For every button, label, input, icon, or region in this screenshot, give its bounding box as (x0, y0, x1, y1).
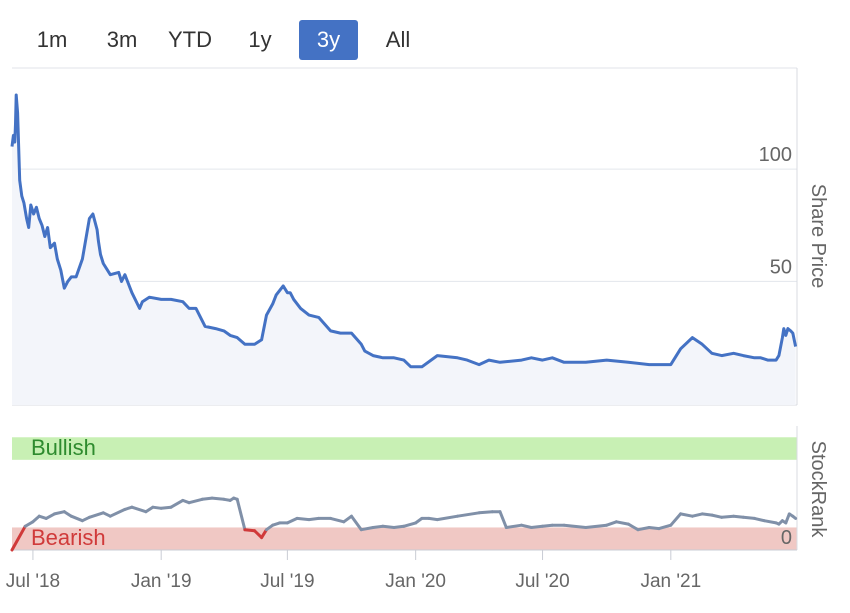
stockrank-segment (657, 523, 673, 531)
stockrank-segment (741, 515, 756, 520)
stockrank-segment (69, 514, 84, 523)
stockrank-segment (435, 514, 459, 522)
stockrank-segment (307, 516, 321, 522)
range-button-3y[interactable]: 3y (299, 20, 358, 60)
x-tick-label: Jan '20 (385, 571, 446, 592)
bearish-band-label: Bearish (31, 525, 106, 550)
stockrank-segment (605, 520, 618, 527)
stockrank-axis-label: StockRank (807, 441, 829, 539)
stockrank-segment (669, 512, 683, 527)
stockrank-tick-label: 0 (781, 527, 792, 549)
stockrank-segment (456, 511, 481, 518)
stockrank-segment (647, 526, 661, 531)
stockrank-segment (498, 510, 508, 529)
x-tick-label: Jul '18 (6, 571, 60, 592)
stockrank-segment (10, 524, 27, 552)
x-tick-label: Jul '20 (515, 571, 569, 592)
stockrank-segment (392, 524, 406, 529)
stockrank-segment (562, 523, 588, 529)
stockrank-segment (477, 510, 494, 515)
stockrank-segment (762, 519, 778, 525)
bearish-band (12, 527, 797, 550)
range-button-3m[interactable]: 3m (106, 27, 138, 52)
stockrank-segment (295, 516, 311, 522)
price-series-line (10, 93, 798, 369)
stockrank-segment (108, 507, 127, 518)
stockrank-segment (169, 498, 185, 509)
stockrank-segment (636, 526, 651, 532)
stockrank-segment (679, 512, 694, 518)
stockrank-segment (130, 505, 148, 514)
stockrank-segment (235, 497, 247, 532)
stockrank-segment (720, 514, 736, 519)
x-tick-label: Jan '21 (640, 571, 701, 592)
stockrank-segment (784, 512, 791, 525)
x-tick-label: Jul '19 (260, 571, 314, 592)
x-axis: Jul '18 Jan '19 Jul '19 Jan '20 Jul '20 Jan '… (6, 550, 701, 592)
stockrank-segment (329, 516, 346, 524)
stockrank-segment (753, 516, 766, 523)
range-button-ytd[interactable]: YTD (168, 27, 212, 52)
stockrank-segment (87, 511, 105, 519)
stockrank-segment (253, 529, 264, 540)
stockrank-segment (350, 514, 363, 532)
stockrank-segment (359, 526, 375, 532)
stockrank-segment (626, 522, 640, 532)
stockrank-segment (541, 523, 554, 528)
stockrank-segment (210, 496, 226, 501)
range-button-1y[interactable]: 1y (248, 27, 272, 52)
stockrank-segment (504, 523, 524, 529)
stockrank-segment (584, 523, 609, 529)
price-axis-label: Share Price (807, 184, 829, 289)
stockrank-segment (529, 524, 544, 529)
range-button-all[interactable]: All (385, 27, 411, 52)
stockrank-segment (187, 497, 204, 505)
stockrank-segment (200, 496, 214, 501)
stockrank-segment (371, 524, 385, 529)
stockrank-segment (690, 512, 704, 518)
stockrank-segment (732, 514, 745, 519)
price-tick-label: 100 (759, 144, 792, 166)
stockrank-segment (614, 520, 630, 526)
stockrank-segment (159, 505, 173, 510)
stockrank-segment (520, 523, 533, 529)
stockrank-segment (791, 514, 798, 520)
stockrank-segment (710, 513, 724, 519)
stockrank-segment (402, 521, 418, 528)
range-selector: 1m 3m YTD 1y 3y All (0, 0, 850, 66)
range-button-1m[interactable]: 1m (36, 27, 68, 52)
stockrank-segment (285, 516, 299, 525)
stockrank-segment (381, 524, 396, 529)
stockrank-segment (260, 528, 268, 540)
stockrank-segment (44, 512, 56, 520)
stockrank-panel: Bullish Bearish 0 (10, 426, 798, 552)
bullish-band-label: Bullish (31, 435, 96, 460)
stockrank-segment (342, 514, 353, 524)
price-tick-label: 50 (770, 256, 792, 278)
bullish-band (12, 437, 797, 460)
stockrank-segment (243, 528, 257, 533)
x-tick-label: Jan '19 (131, 571, 192, 592)
stockrank-segment (700, 512, 714, 517)
stockrank-segment (53, 510, 66, 516)
price-panel: 050100 (10, 67, 798, 406)
